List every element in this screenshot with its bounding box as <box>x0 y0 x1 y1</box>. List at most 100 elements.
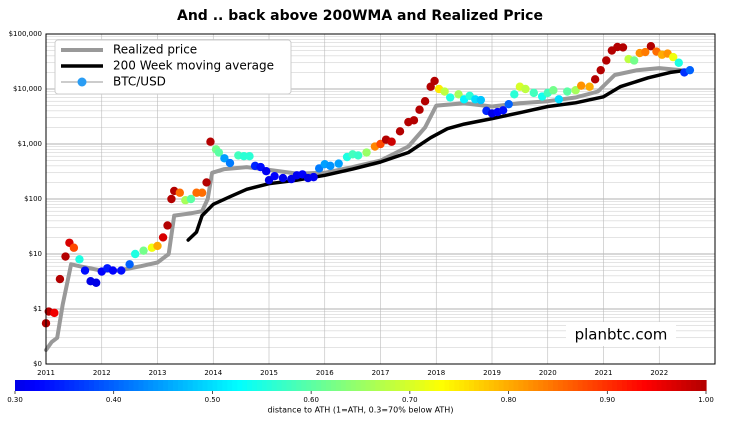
colorbar-segment <box>607 380 613 391</box>
point <box>202 178 211 187</box>
colorbar-segment <box>242 380 248 391</box>
point <box>225 158 235 168</box>
colorbar-segment <box>24 380 31 391</box>
point <box>387 137 396 146</box>
colorbar-segment <box>419 380 426 391</box>
colorbar-segment <box>518 380 524 391</box>
point <box>354 151 363 160</box>
x-tick-label: 2019 <box>483 369 501 377</box>
colorbar-segment <box>29 380 36 391</box>
colorbar-tick-label: 0.60 <box>303 396 319 404</box>
point <box>445 93 455 102</box>
colorbar-segment <box>153 380 159 391</box>
colorbar-segment <box>281 380 288 391</box>
colorbar-segment <box>113 380 120 391</box>
colorbar-segment <box>597 380 603 391</box>
colorbar-segment <box>543 380 549 391</box>
x-tick-label: 2020 <box>539 369 557 377</box>
point <box>91 278 101 287</box>
colorbar-segment <box>276 380 283 391</box>
x-tick-label: 2022 <box>650 369 668 377</box>
colorbar-tick-label: 0.30 <box>7 396 23 404</box>
colorbar-segment <box>15 380 21 391</box>
colorbar-segment <box>192 380 199 391</box>
colorbar-segment <box>202 380 209 391</box>
overlay: $0 $1 $10 $100 $1,000 $10,000 $100,000 2011 2012… <box>7 30 714 415</box>
point <box>278 173 288 183</box>
point <box>674 58 683 67</box>
point <box>220 154 229 163</box>
colorbar-segment <box>567 380 574 391</box>
colorbar-segment <box>345 380 352 391</box>
colorbar-tick-label: 0.40 <box>106 396 122 404</box>
colorbar-segment <box>296 380 302 391</box>
colorbar-segment <box>301 380 307 391</box>
colorbar-segment <box>523 380 529 391</box>
colorbar-segment <box>207 380 214 391</box>
colorbar-segment <box>404 380 411 391</box>
legend-label: 200 Week moving average <box>113 59 274 73</box>
colorbar-segment <box>49 380 56 391</box>
colorbar-segment <box>474 380 480 391</box>
colorbar-segment <box>212 380 218 391</box>
colorbar-segment <box>557 380 564 391</box>
point <box>646 42 656 51</box>
colorbar-label: distance to ATH (1=ATH, 0.3=70% below AT… <box>268 406 454 415</box>
colorbar-segment <box>306 380 312 391</box>
colorbar-segment <box>622 380 628 391</box>
point <box>585 82 594 91</box>
line <box>186 68 689 242</box>
point <box>309 172 318 182</box>
colorbar-segment <box>483 380 490 391</box>
colorbar-segment <box>385 380 391 391</box>
colorbar-segment <box>168 380 174 391</box>
point <box>641 47 650 57</box>
annotation-box <box>566 322 676 346</box>
colorbar-segment <box>89 380 95 391</box>
point <box>618 43 628 52</box>
colorbar-segment <box>577 380 584 391</box>
colorbar-segment <box>355 380 362 391</box>
colorbar-segment <box>686 380 692 391</box>
point <box>153 241 162 251</box>
colorbar-segment <box>138 380 144 391</box>
colorbar-segment <box>646 380 653 391</box>
colorbar-segment <box>340 380 347 391</box>
point <box>420 97 430 106</box>
plot <box>41 42 695 352</box>
colorbar-segment <box>444 380 450 391</box>
point <box>334 159 343 168</box>
colorbar-segment <box>311 380 317 391</box>
legend-box <box>54 39 292 95</box>
colorbar-segment <box>548 380 554 391</box>
point <box>175 188 184 197</box>
y-tick-label: $10 <box>29 250 42 258</box>
point <box>498 106 508 115</box>
line <box>44 66 692 352</box>
plot-frame <box>45 33 716 365</box>
colorbar-tick-label: 0.70 <box>402 396 418 404</box>
colorbar-segment <box>39 380 46 391</box>
colorbar-segment <box>582 380 589 391</box>
point <box>602 56 611 65</box>
point <box>409 116 419 125</box>
point <box>596 65 605 75</box>
colorbar-segment <box>59 380 65 391</box>
x-tick-label: 2011 <box>37 369 55 377</box>
y-tick-label: $100 <box>24 195 42 203</box>
colorbar-segment <box>256 380 263 391</box>
colorbar-segment <box>409 380 416 391</box>
colorbar-segment <box>108 380 115 391</box>
point <box>245 152 254 161</box>
colorbar-segment <box>424 380 431 391</box>
colorbar-segment <box>217 380 223 391</box>
colorbar-segment <box>123 380 130 391</box>
colorbar-segment <box>508 380 515 391</box>
colorbar-segment <box>232 380 238 391</box>
point <box>476 95 486 105</box>
point <box>529 88 539 98</box>
x-tick-label: 2015 <box>260 369 278 377</box>
point <box>186 194 196 204</box>
x-tick-label: 2017 <box>372 369 390 377</box>
point <box>577 81 586 90</box>
